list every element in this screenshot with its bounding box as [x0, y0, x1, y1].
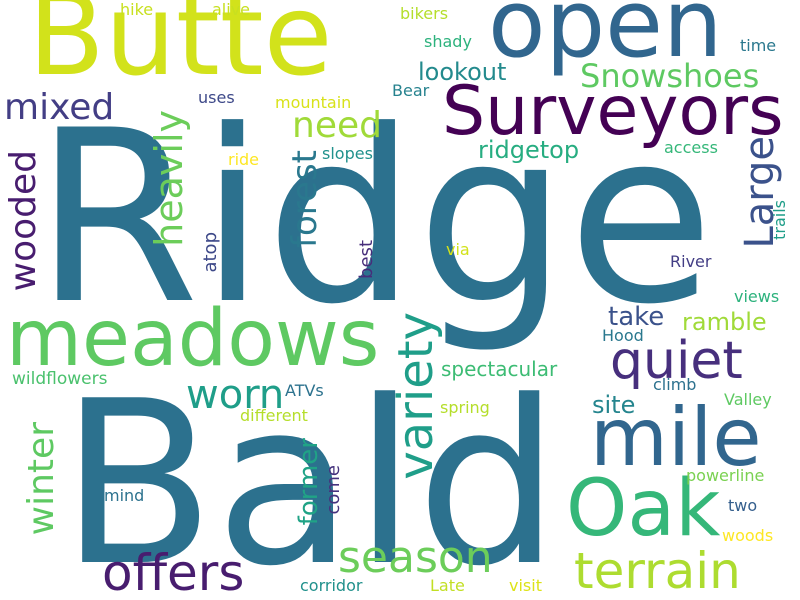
word-via: via: [446, 240, 470, 259]
word-corridor: corridor: [300, 576, 363, 595]
word-different: different: [240, 406, 308, 425]
word-season: season: [338, 532, 493, 583]
word-atop: atop: [200, 232, 221, 273]
word-wildflowers: wildflowers: [12, 369, 108, 389]
word-views: views: [734, 287, 780, 306]
word-access: access: [664, 138, 718, 157]
word-mile: mile: [590, 391, 762, 484]
word-butte: Butte: [28, 0, 333, 101]
word-best: best: [356, 240, 377, 279]
word-bear: Bear: [392, 81, 430, 100]
word-terrain: terrain: [574, 542, 741, 600]
word-bikers: bikers: [400, 4, 449, 23]
word-winter: winter: [21, 422, 62, 536]
word-ride: ride: [228, 150, 260, 169]
word-surveyors: Surveyors: [442, 72, 784, 151]
word-lookout: lookout: [418, 58, 507, 86]
word-visit: visit: [509, 576, 542, 595]
word-river: River: [670, 252, 712, 271]
word-ridge: Ridge: [34, 80, 715, 357]
word-come: come: [323, 465, 344, 515]
word-slopes: slopes: [322, 144, 373, 163]
word-snowshoes: Snowshoes: [580, 57, 760, 95]
word-trails: trails: [770, 200, 789, 240]
word-oak: Oak: [566, 464, 721, 554]
word-take: take: [608, 302, 665, 332]
word-atvs: ATVs: [285, 381, 324, 400]
word-open: open: [488, 0, 723, 79]
word-powerline: powerline: [686, 466, 765, 485]
word-mountain: mountain: [275, 93, 352, 112]
word-spring: spring: [440, 398, 490, 417]
word-time: time: [740, 36, 777, 55]
word-hood: Hood: [602, 326, 644, 345]
word-worn: worn: [186, 372, 285, 418]
word-ridgetop: ridgetop: [478, 136, 580, 164]
word-meadows: meadows: [6, 294, 380, 384]
word-mixed: mixed: [4, 87, 115, 128]
word-quiet: quiet: [610, 331, 743, 391]
word-site: site: [592, 391, 636, 419]
word-bald: Bald: [60, 353, 560, 600]
word-woods: woods: [722, 526, 774, 545]
word-wooded: wooded: [3, 150, 44, 292]
word-need: need: [292, 105, 382, 146]
word-heavily: heavily: [147, 110, 191, 247]
word-hike: hike: [120, 0, 154, 19]
word-former: former: [294, 438, 324, 526]
word-variety: variety: [388, 312, 444, 480]
word-two: two: [728, 496, 758, 515]
word-alive: alive: [212, 0, 251, 19]
word-ramble: ramble: [682, 308, 767, 336]
word-forest: forest: [285, 150, 325, 248]
word-valley: Valley: [724, 390, 772, 409]
word-shady: shady: [424, 32, 472, 51]
word-offers: offers: [102, 544, 245, 600]
word-uses: uses: [198, 88, 235, 107]
word-climb: climb: [653, 375, 697, 394]
word-late: Late: [430, 576, 465, 595]
word-spectacular: spectacular: [441, 357, 558, 381]
word-mind: mind: [104, 486, 145, 505]
